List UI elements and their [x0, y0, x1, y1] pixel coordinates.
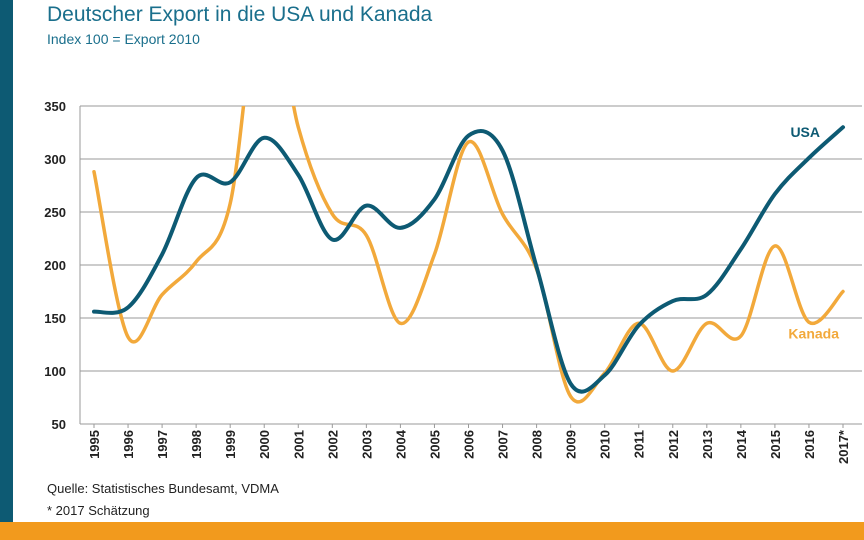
x-tick-label: 2014 [734, 429, 749, 459]
x-tick-label: 2012 [666, 430, 681, 459]
y-tick-label: 100 [44, 364, 66, 379]
x-tick-label: 2002 [325, 430, 340, 459]
x-tick-label: 2004 [393, 429, 408, 459]
x-tick-label: 1995 [87, 430, 102, 459]
y-tick-label: 250 [44, 205, 66, 220]
x-tick-label: 2013 [700, 430, 715, 459]
y-tick-label: 300 [44, 152, 66, 167]
grid-lines [80, 105, 862, 425]
x-tick-label: 2003 [359, 430, 374, 459]
x-tick-label: 2011 [632, 430, 647, 458]
y-axis: 350 300 250 200 150 100 50 [44, 99, 81, 432]
series-labels: USA Kanada [788, 124, 839, 341]
x-tick-label: 1997 [155, 430, 170, 459]
series-lines [92, 106, 845, 404]
x-tick-label: 1999 [223, 430, 238, 459]
x-tick-label: 2008 [530, 430, 545, 459]
y-tick-label: 350 [44, 99, 66, 114]
series-line-usa [92, 125, 845, 394]
series-line-kanada [92, 106, 845, 404]
x-tick-label: 2016 [802, 430, 817, 459]
x-tick-label: 2017* [836, 429, 851, 464]
x-tick-label: 1996 [121, 430, 136, 459]
x-tick-label: 2001 [291, 430, 306, 459]
estimate-footnote: * 2017 Schätzung [47, 503, 150, 518]
y-tick-label: 200 [44, 258, 66, 273]
source-note: Quelle: Statistisches Bundesamt, VDMA [47, 481, 279, 496]
y-tick-label: 50 [52, 417, 66, 432]
x-tick-label: 2009 [564, 430, 579, 459]
x-tick-label: 2010 [598, 430, 613, 459]
series-label-usa: USA [790, 124, 820, 140]
x-axis: 1995 1996 1997 1998 1999 2000 2001 2002 2003 2004… [87, 424, 851, 464]
x-tick-label: 2015 [768, 430, 783, 459]
series-label-kanada: Kanada [788, 326, 839, 342]
y-tick-label: 150 [44, 311, 66, 326]
x-tick-label: 2007 [496, 430, 511, 459]
x-tick-label: 2005 [427, 430, 442, 459]
x-tick-label: 2000 [257, 430, 272, 459]
left-accent-bar [0, 0, 13, 540]
x-tick-label: 2006 [462, 430, 477, 459]
chart-title: Deutscher Export in die USA und Kanada [47, 3, 433, 26]
bottom-accent-bar [0, 522, 864, 540]
x-tick-label: 1998 [189, 430, 204, 459]
chart-subtitle: Index 100 = Export 2010 [47, 31, 200, 47]
